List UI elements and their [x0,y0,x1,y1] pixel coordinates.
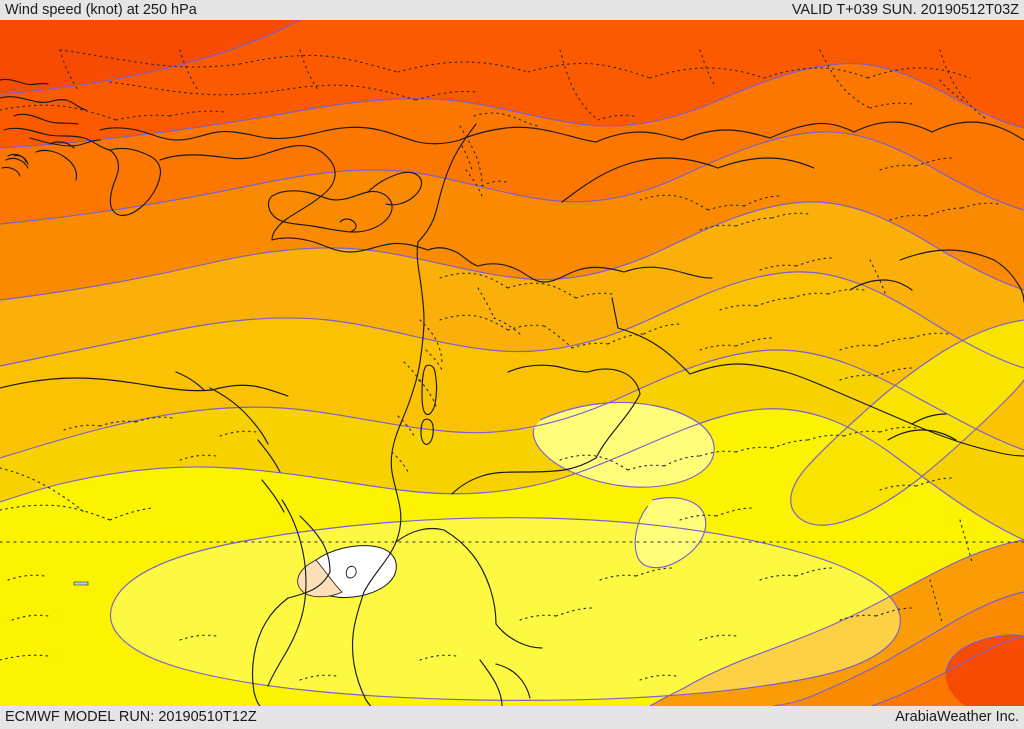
map-viewport[interactable] [0,20,1024,706]
footer-bar: ECMWF MODEL RUN: 20190510T12Z ArabiaWeat… [0,706,1024,729]
weather-contour-map[interactable] [0,20,1024,706]
attribution-label: ArabiaWeather Inc. [895,709,1019,725]
country-borders [0,49,1024,681]
lake-marker [73,581,89,586]
header-bar: Wind speed (knot) at 250 hPa VALID T+039… [0,0,1024,20]
contour-fill-bands [0,20,1024,706]
model-run-label: ECMWF MODEL RUN: 20190510T12Z [5,709,257,725]
coastlines [0,78,1024,706]
chart-title: Wind speed (knot) at 250 hPa [5,2,197,18]
top-tick-strip [0,20,1024,23]
contour-lines [0,20,1024,706]
valid-time-label: VALID T+039 SUN. 20190512T03Z [791,2,1019,18]
